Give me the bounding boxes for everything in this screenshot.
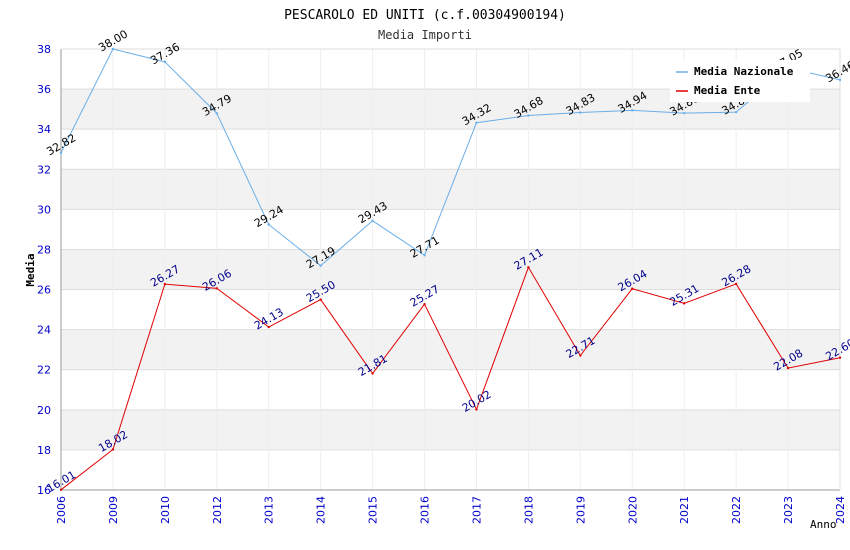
x-tick-label: 2015 xyxy=(367,496,380,524)
data-point-media-ente xyxy=(786,366,790,370)
background-bands xyxy=(61,89,840,450)
data-point-media-ente xyxy=(683,302,686,305)
x-tick-labels: 2006 2009 2010 2012 2013 2014 2015 2016 2017 2018… xyxy=(55,496,847,524)
axes xyxy=(60,48,841,491)
data-label-media-nazionale: 36.46 xyxy=(823,58,850,85)
data-point-media-nazionale xyxy=(267,223,270,226)
data-point-media-ente xyxy=(215,287,218,290)
grid-band xyxy=(61,329,840,370)
x-tick-label: 2016 xyxy=(419,496,432,524)
legend-box xyxy=(670,60,810,102)
chart-title: PESCAROLO ED UNITI (c.f.00304900194) xyxy=(284,8,566,23)
data-point-media-nazionale xyxy=(111,47,115,51)
x-tick-label: 2013 xyxy=(263,496,276,524)
series-lines xyxy=(59,47,842,491)
data-point-media-ente xyxy=(838,356,842,359)
legend-label-media-ente: Media Ente xyxy=(694,84,761,97)
data-point-media-nazionale xyxy=(734,110,738,114)
grid-band xyxy=(61,409,840,450)
x-tick-label: 2006 xyxy=(55,496,68,524)
data-point-media-nazionale xyxy=(163,60,167,64)
y-tick-label: 34 xyxy=(37,123,51,136)
x-tick-label: 2019 xyxy=(574,496,587,524)
y-tick-label: 20 xyxy=(37,404,51,417)
data-point-media-ente xyxy=(475,408,478,411)
x-tick-label: 2009 xyxy=(107,496,120,524)
y-tick-label: 24 xyxy=(37,324,51,337)
data-point-media-ente xyxy=(631,287,634,290)
data-point-media-ente xyxy=(59,488,63,491)
x-tick-label: 2024 xyxy=(834,496,847,524)
data-point-media-ente xyxy=(579,354,582,357)
data-point-media-nazionale xyxy=(215,112,218,115)
y-tick-label: 36 xyxy=(37,83,51,96)
y-tick-label: 32 xyxy=(37,163,51,176)
x-tick-label: 2022 xyxy=(730,496,743,524)
x-tick-label: 2017 xyxy=(470,496,483,524)
data-point-media-ente xyxy=(319,298,322,301)
x-tick-label: 2012 xyxy=(211,496,224,524)
y-tick-label: 18 xyxy=(37,444,51,457)
y-tick-labels: 16 18 20 22 24 26 28 30 32 34 36 38 xyxy=(37,43,51,497)
chart-subtitle: Media Importi xyxy=(378,28,472,42)
y-tick-label: 28 xyxy=(37,243,51,256)
legend: Media Nazionale Media Ente xyxy=(670,60,810,102)
data-point-media-ente xyxy=(527,266,530,269)
grid-band xyxy=(61,249,840,290)
data-point-media-ente xyxy=(423,302,426,306)
data-point-media-ente xyxy=(267,325,270,329)
data-point-media-ente xyxy=(734,282,738,286)
x-tick-label: 2021 xyxy=(678,496,691,524)
y-axis-label: Media xyxy=(24,253,37,286)
x-axis-label: Anno xyxy=(810,518,837,531)
data-point-media-nazionale xyxy=(683,111,686,115)
x-tick-label: 2014 xyxy=(315,496,328,524)
legend-label-media-nazionale: Media Nazionale xyxy=(694,65,794,78)
series-line-media-nazionale xyxy=(60,48,841,267)
series-line-media-ente xyxy=(60,266,841,491)
y-tick-label: 38 xyxy=(37,43,51,56)
y-tick-label: 16 xyxy=(37,484,51,497)
data-point-media-nazionale xyxy=(423,254,426,257)
y-tick-label: 30 xyxy=(37,203,51,216)
data-point-media-ente xyxy=(163,282,167,286)
data-point-media-nazionale xyxy=(475,121,478,124)
data-point-media-ente xyxy=(371,372,374,375)
y-tick-label: 26 xyxy=(37,284,51,297)
data-point-media-nazionale xyxy=(527,114,530,117)
data-point-media-nazionale xyxy=(371,219,374,222)
data-point-media-nazionale xyxy=(59,151,63,155)
x-tick-label: 2020 xyxy=(626,496,639,524)
data-point-media-nazionale xyxy=(579,111,582,114)
data-point-media-nazionale xyxy=(319,264,322,267)
x-tick-label: 2023 xyxy=(782,496,795,524)
x-tick-label: 2010 xyxy=(159,496,172,524)
x-tick-label: 2018 xyxy=(522,496,535,524)
data-point-media-nazionale xyxy=(631,109,634,112)
data-point-media-nazionale xyxy=(838,78,842,82)
data-point-media-ente xyxy=(111,448,115,451)
y-tick-label: 22 xyxy=(37,364,51,377)
